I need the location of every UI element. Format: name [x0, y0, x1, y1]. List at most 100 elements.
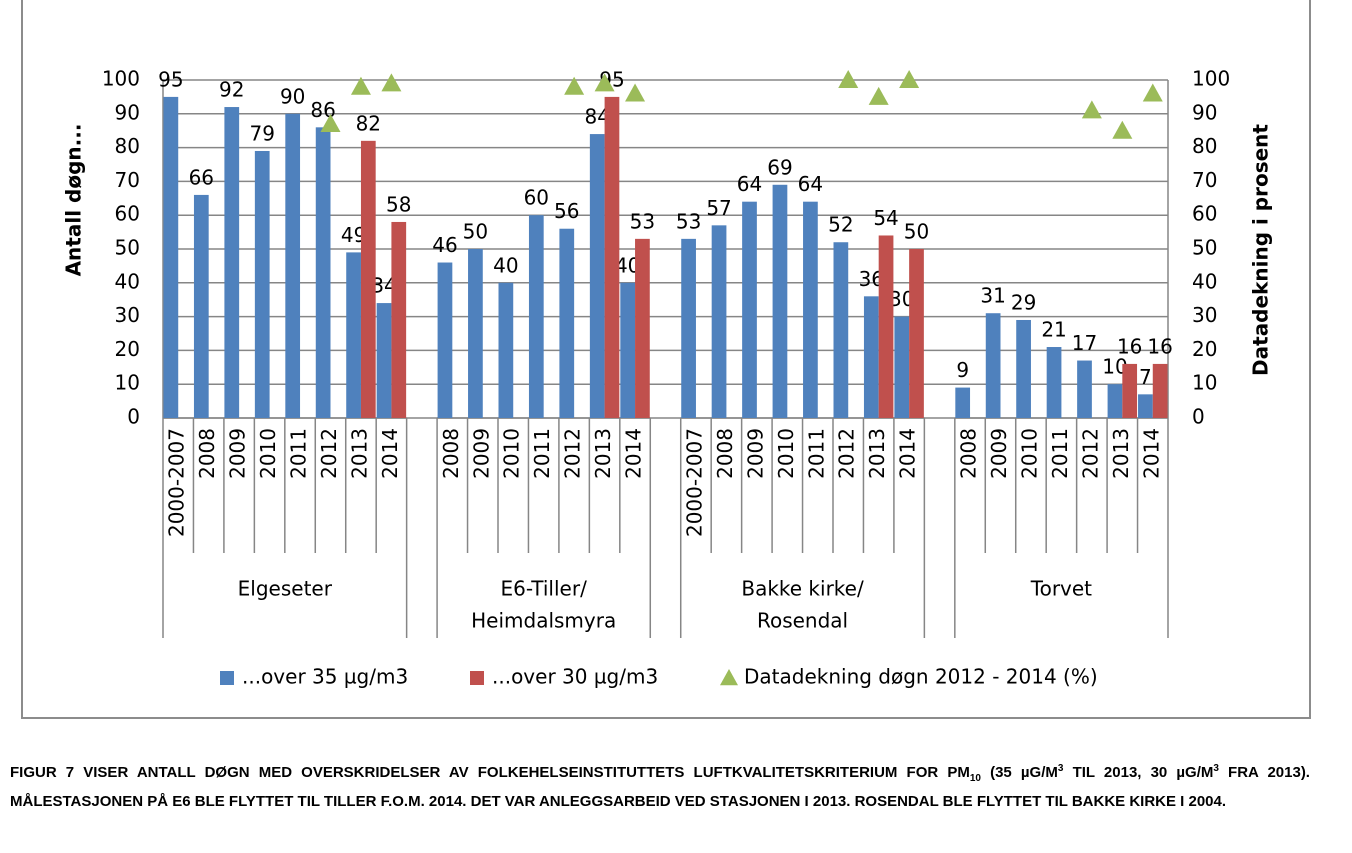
x-tick-label: 2014 — [622, 428, 646, 479]
marker — [320, 113, 341, 132]
data-label: 7 — [1139, 365, 1152, 389]
bar — [163, 96, 179, 419]
y2-tick-label: 100 — [1192, 67, 1230, 91]
marker — [594, 73, 615, 92]
bar — [224, 107, 240, 418]
bar — [711, 225, 727, 418]
data-label: 82 — [356, 111, 381, 135]
y2-tick-label: 60 — [1192, 202, 1217, 226]
x-tick-label: 2013 — [591, 428, 615, 479]
x-tick-label: 2014 — [378, 428, 402, 479]
x-tick-label: 2011 — [287, 428, 311, 479]
x-tick-label: 2009 — [743, 428, 767, 479]
y2-tick-label: 0 — [1192, 405, 1205, 429]
legend-label: Datadekning døgn 2012 - 2014 (%) — [744, 665, 1098, 689]
bar — [193, 194, 209, 418]
bar — [620, 282, 636, 418]
marker — [1112, 120, 1133, 139]
data-label: 17 — [1072, 331, 1097, 355]
marker — [868, 86, 889, 105]
x-tick-label: 2009 — [469, 428, 493, 479]
x-tick-label: 2012 — [1078, 428, 1102, 479]
bar — [391, 221, 407, 418]
chart: Antall døgn... Datadekning i prosent 0 10… — [21, 0, 1311, 719]
data-label: 64 — [737, 172, 762, 196]
bar — [376, 303, 392, 418]
bar — [894, 316, 910, 418]
data-label: 9 — [956, 358, 969, 382]
marker — [899, 70, 920, 88]
y-tick-label: 0 — [127, 405, 140, 429]
bar — [360, 140, 376, 418]
data-label: 50 — [904, 220, 929, 244]
x-tick-label: 2011 — [530, 428, 554, 479]
y-tick-label: 70 — [115, 168, 140, 192]
data-label: 57 — [706, 196, 731, 220]
marker — [625, 83, 646, 102]
marker — [1081, 100, 1102, 119]
data-label: 53 — [676, 209, 701, 233]
legend-marker — [720, 669, 738, 686]
bar — [833, 242, 849, 418]
data-label: 56 — [554, 199, 579, 223]
x-tick-label: 2011 — [1048, 428, 1072, 479]
y-tick-label: 30 — [115, 303, 140, 327]
data-label: 16 — [1147, 334, 1172, 358]
caption-superscript: 3 — [1057, 763, 1064, 774]
x-tick-label: 2014 — [1139, 428, 1163, 479]
bar — [635, 238, 650, 418]
x-tick-label: 2000-2007 — [165, 428, 189, 537]
x-tick-label: 2012 — [317, 428, 341, 479]
data-label: 95 — [158, 67, 183, 91]
data-label: 58 — [386, 192, 411, 216]
x-tick-label: 2000-2007 — [682, 428, 706, 537]
bar — [1016, 319, 1031, 418]
bar — [1107, 384, 1123, 418]
legend-label: ...over 30 µg/m3 — [492, 665, 658, 689]
x-tick-label: 2013 — [1109, 428, 1133, 479]
x-tick-label: 2013 — [865, 428, 889, 479]
bar — [955, 387, 971, 418]
legend-marker — [220, 671, 234, 685]
group-label: Bakke kirke/ — [741, 577, 864, 601]
x-tick-label: 2009 — [987, 428, 1011, 479]
bar — [604, 96, 620, 419]
y2-tick-label: 70 — [1192, 168, 1217, 192]
bar — [878, 235, 894, 418]
bar — [468, 249, 483, 418]
bar — [909, 249, 924, 418]
bar — [559, 228, 575, 418]
caption-text: TIL 2013, 30 µG/M — [1063, 764, 1214, 781]
data-label: 66 — [189, 165, 214, 189]
data-label: 54 — [873, 206, 898, 230]
data-label: 64 — [798, 172, 823, 196]
bar — [1152, 363, 1168, 418]
marker — [838, 70, 859, 88]
bar — [437, 262, 453, 418]
y2-tick-label: 50 — [1192, 236, 1217, 260]
bar — [681, 238, 696, 418]
data-label: 16 — [1117, 334, 1142, 358]
bar — [498, 282, 514, 418]
marker — [381, 73, 402, 92]
y2-axis-title: Datadekning i prosent — [1249, 124, 1273, 376]
y-tick-label: 80 — [115, 134, 140, 158]
y2-tick-label: 90 — [1192, 100, 1217, 124]
bar — [1138, 394, 1153, 418]
x-tick-label: 2008 — [957, 428, 981, 479]
caption: FIGUR 7 VISER ANTALL DØGN MED OVERSKRIDE… — [10, 758, 1310, 816]
group-label: Rosendal — [757, 609, 848, 633]
x-tick-label: 2010 — [500, 428, 524, 479]
bar — [315, 127, 331, 418]
y-tick-label: 100 — [102, 67, 140, 91]
y-tick-label: 20 — [115, 337, 140, 361]
bar — [589, 134, 605, 418]
y-tick-label: 60 — [115, 202, 140, 226]
caption-text: FRA 2013). MÅLESTASJONEN PÅ E6 BLE FLYTT… — [10, 764, 1310, 810]
bar — [1077, 360, 1092, 418]
data-label: 79 — [250, 121, 275, 145]
group-label: Elgeseter — [238, 577, 333, 601]
bar — [1046, 347, 1062, 418]
legend-label: ...over 35 µg/m3 — [242, 665, 408, 689]
bar — [254, 150, 270, 419]
